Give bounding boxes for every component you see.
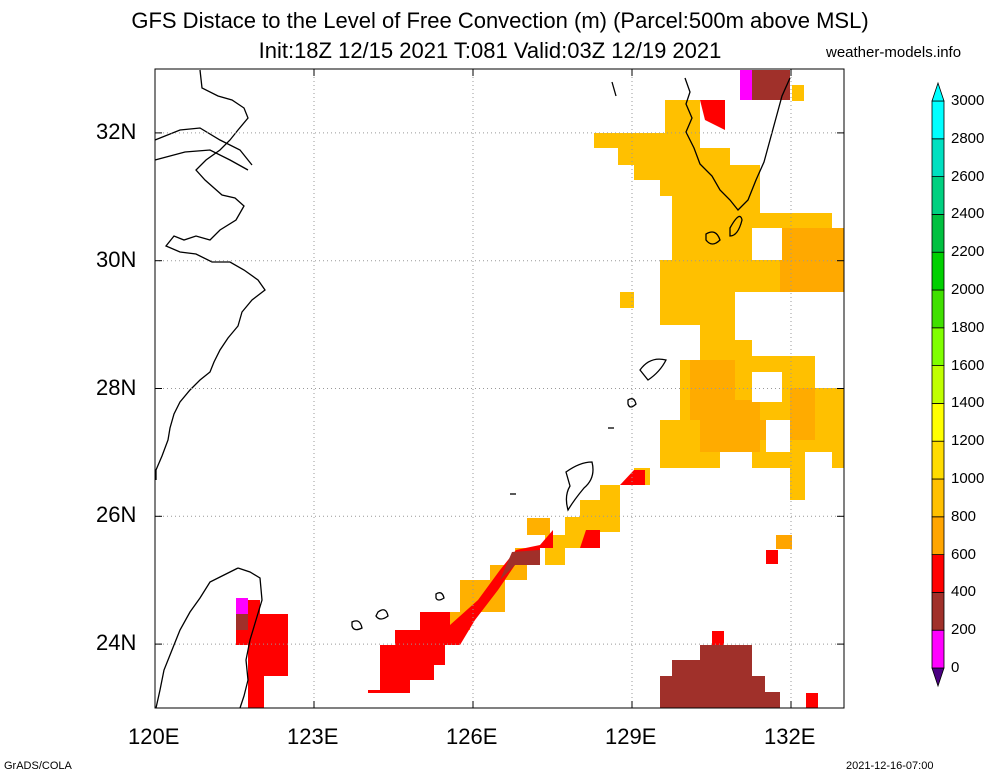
colorbar-segment: [931, 289, 945, 329]
colorbar-label: 0: [951, 659, 960, 676]
coastline-okinawa: [565, 461, 594, 512]
colorbar-segment: [931, 516, 945, 555]
colorbar-label: 2400: [951, 205, 985, 223]
colorbar-label: 200: [951, 621, 977, 639]
colorbar-label: 2200: [951, 243, 985, 261]
graticule: [155, 69, 844, 708]
lon-label: 120E: [128, 724, 180, 749]
colorbar-segment: [931, 327, 945, 366]
field-patch-north-magenta: [740, 70, 752, 100]
colorbar-segment: [931, 592, 945, 631]
colorbar-label: 400: [951, 583, 977, 601]
colorbar-label: 3000: [951, 92, 985, 109]
colorbar-label: 1600: [951, 356, 985, 374]
field-patch-ryukyu-orange: [440, 518, 550, 630]
field-gap: [752, 372, 782, 402]
field-patch-taiwan-red: [236, 600, 288, 708]
field-patch-taiwan-magenta: [236, 598, 248, 614]
lat-label: 24N: [96, 630, 137, 656]
field-patch: [620, 292, 634, 308]
colorbar-segment: [931, 629, 945, 669]
footer-software: GrADS/COLA: [4, 760, 72, 772]
lon-label: 132E: [764, 724, 816, 749]
coastline-islet: [375, 609, 389, 620]
colorbar-segment: [931, 251, 945, 291]
colorbar-segment: [931, 402, 945, 442]
colorbar-segment: [931, 365, 945, 404]
colorbar-segment: [931, 176, 945, 215]
colorbar: [931, 81, 945, 688]
field-patch-south-brown: [660, 645, 780, 708]
field-patch-taiwan-brown: [236, 614, 248, 630]
colorbar-label: 600: [951, 545, 977, 563]
colorbar-label: 2600: [951, 167, 985, 185]
field-patch-south-red: [806, 693, 818, 708]
lon-label: 126E: [446, 724, 498, 749]
colorbar-segment: [931, 554, 945, 593]
field-gap: [766, 420, 790, 452]
colorbar-label: 800: [951, 507, 977, 525]
chart-title: GFS Distace to the Level of Free Convect…: [131, 8, 869, 33]
field-patch-northeast: [545, 100, 844, 565]
coastline-yangtze: [154, 127, 253, 171]
field-patch-red-small: [580, 530, 600, 548]
chart-subtitle: Init:18Z 12/15 2021 T:081 Valid:03Z 12/1…: [258, 38, 722, 63]
field-patch-north-brown: [740, 70, 790, 100]
coastline-china: [155, 69, 266, 480]
coastline-osumi: [705, 215, 743, 245]
colorbar-label: 1000: [951, 470, 985, 487]
lat-label: 32N: [96, 118, 137, 144]
lat-label: 30N: [96, 246, 137, 272]
field-patch-ryukyu-brown: [500, 550, 540, 580]
axis-ticks: [154, 69, 844, 708]
colorbar-segment: [931, 478, 945, 518]
colorbar-label: 2000: [951, 281, 985, 298]
lon-label: 123E: [287, 724, 339, 749]
colorbar-max-arrow: [931, 81, 945, 102]
coastline-taiwan: [155, 567, 263, 709]
colorbar-segment: [931, 100, 945, 140]
colorbar-segment: [931, 440, 945, 480]
coastline-islet: [351, 620, 363, 631]
footer-timestamp: 2021-12-16-07:00: [846, 760, 934, 772]
source-credit: weather-models.info: [826, 44, 962, 61]
coastline-kyushu: [684, 77, 791, 211]
colorbar-label: 1400: [951, 394, 985, 412]
coastline-islet: [435, 592, 445, 601]
coastlines: [154, 69, 791, 709]
coastline-amami: [639, 358, 667, 381]
colorbar-label: 2800: [951, 129, 985, 147]
field-patch-north-red: [700, 100, 725, 130]
field-patch-south-red: [712, 631, 724, 645]
colorbar-label: 1800: [951, 318, 985, 336]
field-gap: [752, 228, 782, 260]
colorbar-segment: [931, 138, 945, 178]
lat-label: 26N: [96, 502, 137, 528]
colorbar-segment: [931, 213, 945, 253]
lon-label: 129E: [605, 724, 657, 749]
colorbar-min-arrow: [931, 667, 945, 688]
field-patch: [792, 85, 804, 101]
lfc-field: [236, 70, 844, 708]
lat-label: 28N: [96, 374, 137, 400]
colorbar-label: 1200: [951, 432, 985, 450]
coastline-islet: [627, 398, 637, 408]
field-patch: [776, 535, 792, 549]
coastline-islet: [611, 81, 617, 97]
field-patch-red-small: [766, 550, 778, 564]
